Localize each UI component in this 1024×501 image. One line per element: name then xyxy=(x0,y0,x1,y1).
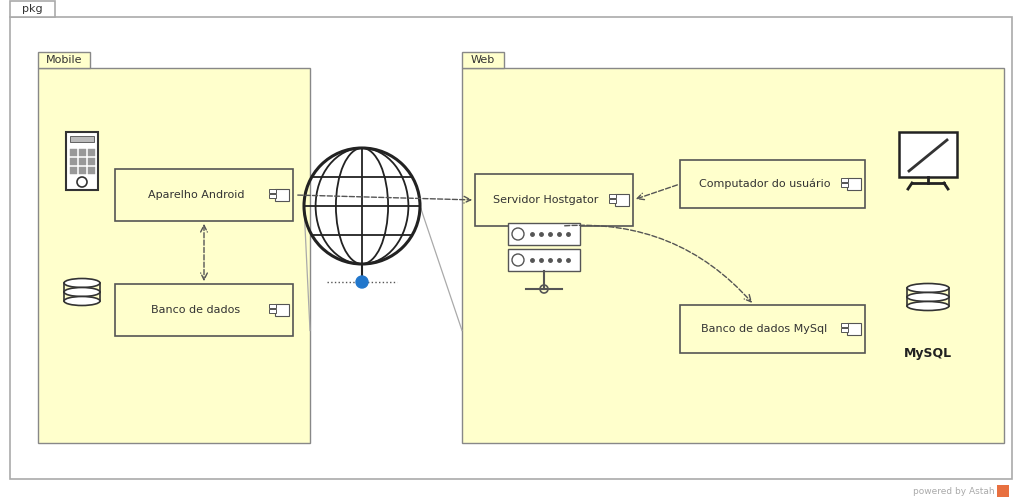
Ellipse shape xyxy=(907,302,949,311)
FancyBboxPatch shape xyxy=(269,304,276,308)
FancyBboxPatch shape xyxy=(847,323,861,335)
FancyBboxPatch shape xyxy=(38,52,90,68)
FancyBboxPatch shape xyxy=(88,158,95,165)
FancyBboxPatch shape xyxy=(680,160,865,208)
FancyBboxPatch shape xyxy=(269,309,276,313)
FancyBboxPatch shape xyxy=(847,178,861,190)
FancyBboxPatch shape xyxy=(70,136,94,142)
FancyBboxPatch shape xyxy=(275,304,289,316)
Text: Banco de dados MySql: Banco de dados MySql xyxy=(701,324,827,334)
FancyBboxPatch shape xyxy=(10,1,55,17)
FancyBboxPatch shape xyxy=(88,149,95,156)
FancyBboxPatch shape xyxy=(79,167,86,174)
FancyBboxPatch shape xyxy=(269,194,276,198)
FancyBboxPatch shape xyxy=(38,68,310,443)
FancyBboxPatch shape xyxy=(841,178,848,182)
Text: powered by Astah: powered by Astah xyxy=(913,486,995,495)
Text: Banco de dados: Banco de dados xyxy=(152,305,241,315)
FancyBboxPatch shape xyxy=(275,189,289,201)
FancyBboxPatch shape xyxy=(79,158,86,165)
Ellipse shape xyxy=(63,297,100,306)
FancyBboxPatch shape xyxy=(66,132,98,190)
FancyBboxPatch shape xyxy=(475,174,633,226)
FancyBboxPatch shape xyxy=(115,169,293,221)
FancyBboxPatch shape xyxy=(841,323,848,327)
FancyBboxPatch shape xyxy=(462,68,1004,443)
FancyBboxPatch shape xyxy=(997,485,1009,497)
FancyBboxPatch shape xyxy=(508,249,580,271)
Text: Web: Web xyxy=(471,55,496,65)
FancyBboxPatch shape xyxy=(70,167,77,174)
FancyBboxPatch shape xyxy=(609,194,616,198)
FancyBboxPatch shape xyxy=(841,183,848,187)
FancyBboxPatch shape xyxy=(269,189,276,193)
FancyBboxPatch shape xyxy=(899,132,957,177)
Text: Aparelho Android: Aparelho Android xyxy=(147,190,245,200)
Ellipse shape xyxy=(63,288,100,297)
FancyBboxPatch shape xyxy=(10,17,1012,479)
FancyBboxPatch shape xyxy=(115,284,293,336)
Text: Computador do usuário: Computador do usuário xyxy=(698,179,830,189)
Text: MySQL: MySQL xyxy=(904,347,952,360)
FancyBboxPatch shape xyxy=(462,52,504,68)
FancyBboxPatch shape xyxy=(79,149,86,156)
FancyBboxPatch shape xyxy=(508,223,580,245)
FancyBboxPatch shape xyxy=(841,328,848,332)
FancyBboxPatch shape xyxy=(680,305,865,353)
Text: Servidor Hostgator: Servidor Hostgator xyxy=(494,195,599,205)
Ellipse shape xyxy=(907,293,949,302)
Text: pkg: pkg xyxy=(22,4,42,14)
Text: Mobile: Mobile xyxy=(46,55,82,65)
Circle shape xyxy=(356,276,368,288)
Ellipse shape xyxy=(907,284,949,293)
FancyBboxPatch shape xyxy=(88,167,95,174)
FancyBboxPatch shape xyxy=(70,158,77,165)
FancyBboxPatch shape xyxy=(70,149,77,156)
Ellipse shape xyxy=(63,279,100,288)
FancyBboxPatch shape xyxy=(615,194,629,206)
FancyBboxPatch shape xyxy=(609,199,616,203)
